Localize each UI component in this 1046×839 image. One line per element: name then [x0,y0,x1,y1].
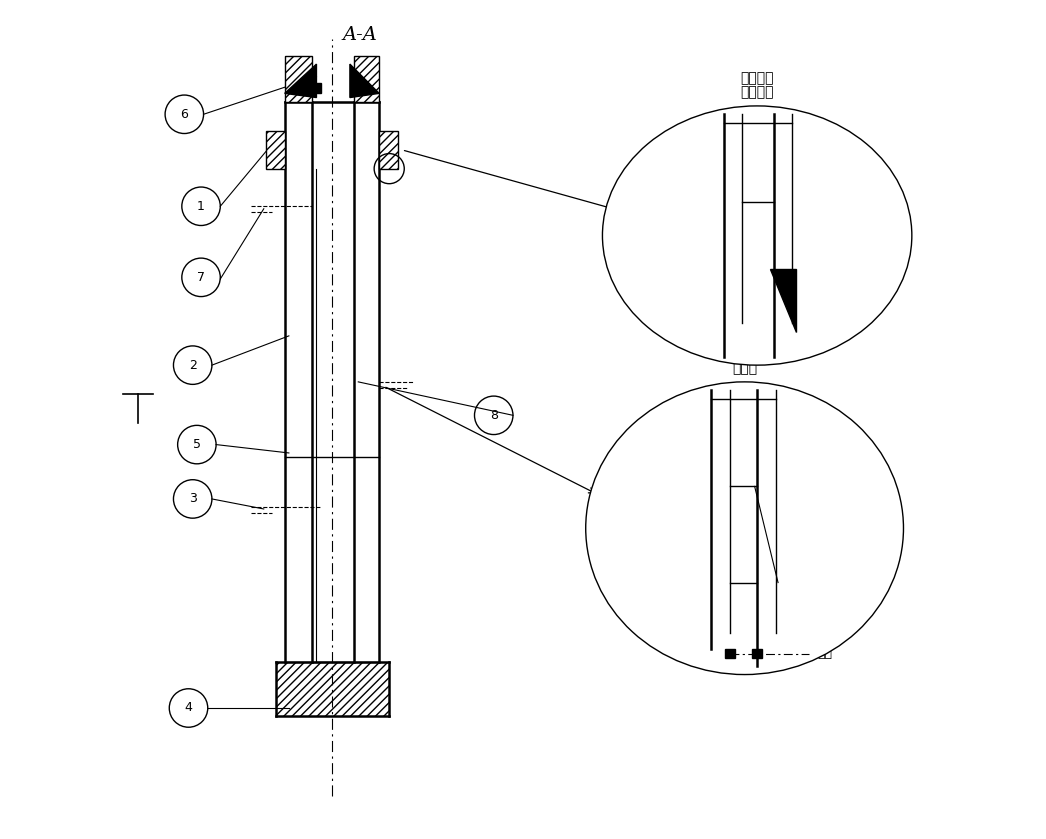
Bar [276,662,389,717]
Ellipse shape [586,382,904,675]
Polygon shape [355,55,379,102]
Text: 5: 5 [192,438,201,451]
Ellipse shape [602,106,912,365]
Polygon shape [285,64,317,97]
Text: 示意图: 示意图 [732,361,757,375]
Text: 6: 6 [180,107,188,121]
Text: A-A: A-A [342,26,378,44]
Text: 2: 2 [188,358,197,372]
Text: 实际结构: 实际结构 [728,347,761,361]
Polygon shape [770,269,796,331]
Bar [725,649,734,658]
Text: 8: 8 [490,409,498,422]
Polygon shape [379,131,397,169]
Text: 3: 3 [188,492,197,505]
Text: 焊接结构: 焊接结构 [741,71,774,85]
Text: 7: 7 [197,271,205,284]
Polygon shape [267,131,285,169]
Text: 任意位置: 任意位置 [741,86,774,99]
Polygon shape [285,55,313,102]
Text: 轴线: 轴线 [817,647,833,660]
Text: 4: 4 [184,701,192,715]
Bar [752,649,763,658]
Text: 1: 1 [197,200,205,213]
Bar [314,83,321,93]
Polygon shape [350,64,379,97]
